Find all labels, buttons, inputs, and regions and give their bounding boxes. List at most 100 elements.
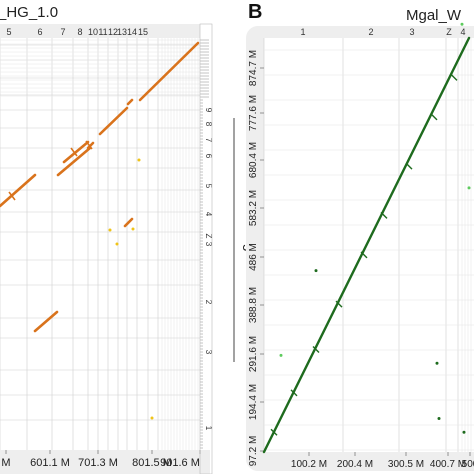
panel-a-top-chrom-label: 7 [60,27,65,37]
panel-b-ytick-label: 97.2 M [248,436,259,467]
panel-a-right-chrom-label: 9 [204,108,213,113]
panel-b-top-chrom-label: Z [446,27,452,37]
panel-a-alignment-segment [123,217,134,228]
panel-a-right-chrom-label: 4 [204,212,213,217]
panel-b-title: Mgal_W [406,7,462,24]
panel-b-y-ticks: 97.2 M 194.4 M 291.6 M 388.8 M 486 M 583.2 M 6… [248,50,264,466]
panel-b-ytick-label: 486 M [248,243,259,271]
panel-a-right-chrom-label: 5 [204,184,213,189]
panel-a-minor-point [131,227,135,231]
panel-a-alignment-segment [0,173,37,208]
panel-a-right-chrom-label: 3 [204,350,213,355]
panel-b-ytick-label: 583.2 M [248,190,259,226]
panel-a-breakpoint [85,140,93,150]
panel-b-ytick-label: 680.4 M [248,142,259,178]
panel-a-xtick-label: 901.6 M [160,457,200,469]
panel-b-minor-point [467,186,471,190]
panel-b-top-chrom-label: 3 [409,27,414,37]
panel-a-xtick-label: 801.5 M [132,457,172,469]
panel-a-top-chrom-label: 11 [98,27,107,37]
panel-a-right-chrom-label: 7 [204,138,213,143]
panel-b-ytick-label: 777.6 M [248,95,259,131]
panel-a-xtick-label: 701.3 M [78,457,118,469]
panel-b-breakpoint [360,251,368,259]
panel-b-top-chrom-label: 1 [300,27,305,37]
panel-b-minor-point [462,430,466,434]
panel-a-grid [0,38,200,450]
panel-b-minor-point [460,22,464,26]
panel-b-xtick-label: 400.7 M [430,459,466,470]
panel-a-right-chrom-label: Z [204,234,213,239]
panel-b-breakpoint [312,345,320,353]
panel-a-top-chrom-label: 6 [37,27,42,37]
panel-b-alignment-segment [262,36,471,454]
panel-a-right-chrom-label: 3 [204,242,213,247]
panel-b-letter: B [248,1,262,23]
panel-b-breakpoint [430,113,438,121]
panel-b-top-chrom-label: 4 [460,27,465,37]
panel-b-xtick-label: 200.4 M [337,459,373,470]
panel-b-ytick-label: 194.4 M [248,384,259,420]
panel-a-right-chrom-label: 8 [204,122,213,127]
panel-a-breakpoint [8,191,16,201]
panel-a-right-chrom-label: 2 [204,300,213,305]
panel-b-breakpoint [450,73,458,81]
panel-a-top-strip [0,24,200,38]
panel-b-minor-point [435,361,439,365]
panel-b-ytick-label: 874.7 M [248,50,259,86]
panel-a-right-frame [199,23,213,474]
panel-a-top-chrom-label: 15 [138,27,148,37]
panel-a-top-chrom-label: 10 [88,27,98,37]
panel-a-breakpoint [70,147,78,157]
panel-a-alignment-segment [33,310,59,333]
panel-b-minor-point [279,353,283,357]
panel-b-breakpoint [335,300,343,308]
panel-b-grid [263,38,474,452]
panel-b-x-ticks: 100.2 M 200.4 M 300.5 M 400.7 M500 [291,452,474,470]
panel-b-top-chrom-label: 2 [368,27,373,37]
panel-a-top-chrom-label: 12 [108,27,118,37]
panel-a-right-ruler [200,39,209,449]
panel-a-alignment-segment [98,106,129,136]
panel-a-right-chrom-label: 1 [204,426,213,431]
panel-a-alignment-segment [126,98,134,106]
panel-b-xtick-label: 300.5 M [388,459,424,470]
panel-b-breakpoint [290,389,298,397]
panel-a-alignment-segment [86,141,95,150]
panel-a-bottom-strip [0,450,210,474]
panel-a-alignments [0,41,200,420]
panel-a-xtick-label: M [1,457,10,469]
panel-b-xtick-label: 100.2 M [291,459,327,470]
panel-b-minor-point [437,416,441,420]
panel-a-right-chrom-labels: 9 8 7 6 5 4 Z 3 2 3 1 [204,108,213,431]
panel-a-right-chrom-label: 6 [204,154,213,159]
panel-a-alignment-segment [62,140,90,164]
panel-b-breakpoint [405,162,413,170]
panel-a-xtick-label: 601.1 M [30,457,70,469]
panel-a-minor-point [108,228,112,232]
panel-a-top-chrom-label: 5 [6,27,11,37]
panel-b-breakpoint [270,428,278,436]
panel-b-alignments [262,22,471,454]
panel-a-top-chrom-label: 14 [127,27,137,37]
panel-a-minor-point [150,416,154,420]
panel-b-xtick-label: 500 [462,459,474,470]
panel-b-ytick-label: 388.8 M [248,287,259,323]
panel-a-minor-point [137,158,141,162]
panel-a-top-chrom-label: 8 [77,27,82,37]
panel-a-alignment-segment [138,41,200,102]
panel-b-minor-point [314,269,318,273]
panel-b-ytick-label: 291.6 M [248,336,259,372]
panel-a-plot-area [0,38,200,450]
panel-a-alignment-segment [56,146,92,177]
panel-b-breakpoint [380,211,388,219]
panel-a-top-chrom-label: 13 [117,27,127,37]
panel-a-minor-point [115,242,119,246]
panel-a-title: _HG_1.0 [0,4,58,21]
